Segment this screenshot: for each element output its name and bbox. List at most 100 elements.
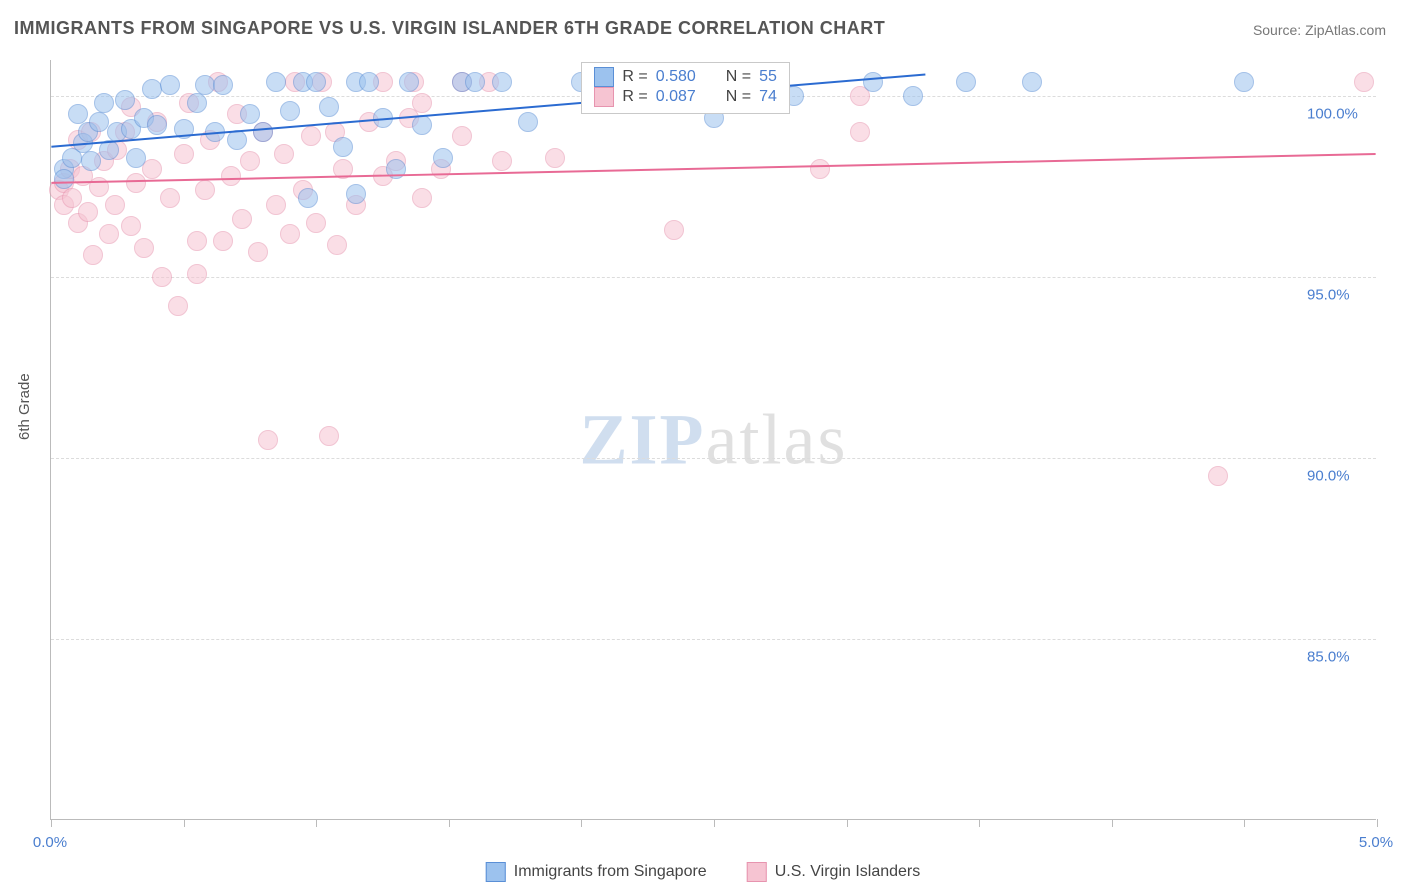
scatter-point <box>373 108 393 128</box>
scatter-point <box>258 430 278 450</box>
y-tick-label: 100.0% <box>1307 106 1358 123</box>
legend-n-value: 55 <box>759 68 777 86</box>
watermark: ZIPatlas <box>580 398 848 481</box>
scatter-point <box>1354 72 1374 92</box>
watermark-zip: ZIP <box>580 399 706 479</box>
legend-swatch <box>486 862 506 882</box>
scatter-point <box>1208 466 1228 486</box>
bottom-legend-item: U.S. Virgin Islanders <box>747 862 921 882</box>
scatter-point <box>863 72 883 92</box>
legend-row: R = 0.580N = 55 <box>594 67 777 87</box>
scatter-point <box>195 75 215 95</box>
scatter-point <box>94 93 114 113</box>
scatter-point <box>386 159 406 179</box>
scatter-point <box>274 144 294 164</box>
scatter-point <box>240 151 260 171</box>
scatter-point <box>280 224 300 244</box>
legend-box: R = 0.580N = 55R = 0.087N = 74 <box>581 62 790 114</box>
scatter-point <box>99 224 119 244</box>
legend-r-label: R = <box>622 88 647 106</box>
plot-area: ZIPatlas 100.0%95.0%90.0%85.0%R = 0.580N… <box>50 60 1376 820</box>
legend-r-label: R = <box>622 68 647 86</box>
scatter-point <box>83 245 103 265</box>
source-label: Source: ZipAtlas.com <box>1253 22 1386 38</box>
scatter-point <box>99 140 119 160</box>
x-tick <box>581 819 582 827</box>
legend-swatch <box>747 862 767 882</box>
scatter-point <box>412 188 432 208</box>
scatter-point <box>465 72 485 92</box>
scatter-point <box>240 104 260 124</box>
scatter-point <box>850 122 870 142</box>
scatter-point <box>187 264 207 284</box>
scatter-point <box>68 104 88 124</box>
scatter-point <box>248 242 268 262</box>
scatter-point <box>664 220 684 240</box>
x-tick <box>51 819 52 827</box>
scatter-point <box>232 209 252 229</box>
scatter-point <box>134 238 154 258</box>
x-tick <box>449 819 450 827</box>
scatter-point <box>105 195 125 215</box>
legend-swatch <box>594 87 614 107</box>
scatter-point <box>545 148 565 168</box>
scatter-point <box>433 148 453 168</box>
scatter-point <box>126 173 146 193</box>
x-tick <box>1244 819 1245 827</box>
scatter-point <box>327 235 347 255</box>
scatter-point <box>89 177 109 197</box>
scatter-point <box>160 75 180 95</box>
x-tick <box>847 819 848 827</box>
scatter-point <box>266 72 286 92</box>
scatter-point <box>412 93 432 113</box>
scatter-point <box>903 86 923 106</box>
scatter-point <box>492 151 512 171</box>
x-tick <box>184 819 185 827</box>
scatter-point <box>187 93 207 113</box>
y-axis-label: 6th Grade <box>16 373 33 440</box>
trend-lines <box>51 60 1376 819</box>
scatter-point <box>174 144 194 164</box>
scatter-point <box>266 195 286 215</box>
scatter-point <box>253 122 273 142</box>
x-tick <box>1112 819 1113 827</box>
scatter-point <box>221 166 241 186</box>
scatter-point <box>227 130 247 150</box>
x-tick <box>979 819 980 827</box>
x-tick-label: 0.0% <box>33 834 67 851</box>
legend-swatch <box>594 67 614 87</box>
scatter-point <box>115 90 135 110</box>
legend-row: R = 0.087N = 74 <box>594 87 777 107</box>
scatter-point <box>319 426 339 446</box>
scatter-point <box>452 126 472 146</box>
scatter-point <box>306 72 326 92</box>
scatter-point <box>333 159 353 179</box>
scatter-point <box>1022 72 1042 92</box>
chart-title: IMMIGRANTS FROM SINGAPORE VS U.S. VIRGIN… <box>14 18 885 39</box>
scatter-point <box>187 231 207 251</box>
scatter-point <box>205 122 225 142</box>
x-tick-label: 5.0% <box>1359 834 1393 851</box>
scatter-point <box>78 202 98 222</box>
x-tick <box>1377 819 1378 827</box>
scatter-point <box>81 151 101 171</box>
scatter-point <box>213 231 233 251</box>
y-tick-label: 85.0% <box>1307 649 1350 666</box>
scatter-point <box>54 169 74 189</box>
scatter-point <box>346 184 366 204</box>
x-tick <box>714 819 715 827</box>
legend-r-value: 0.087 <box>656 88 696 106</box>
legend-r-value: 0.580 <box>656 68 696 86</box>
scatter-point <box>1234 72 1254 92</box>
scatter-point <box>89 112 109 132</box>
scatter-point <box>152 267 172 287</box>
legend-n-label: N = <box>726 88 751 106</box>
gridline-h <box>51 639 1376 640</box>
scatter-point <box>121 216 141 236</box>
scatter-point <box>412 115 432 135</box>
y-tick-label: 95.0% <box>1307 287 1350 304</box>
scatter-point <box>810 159 830 179</box>
bottom-legend-label: U.S. Virgin Islanders <box>775 863 921 881</box>
scatter-point <box>319 97 339 117</box>
scatter-point <box>956 72 976 92</box>
